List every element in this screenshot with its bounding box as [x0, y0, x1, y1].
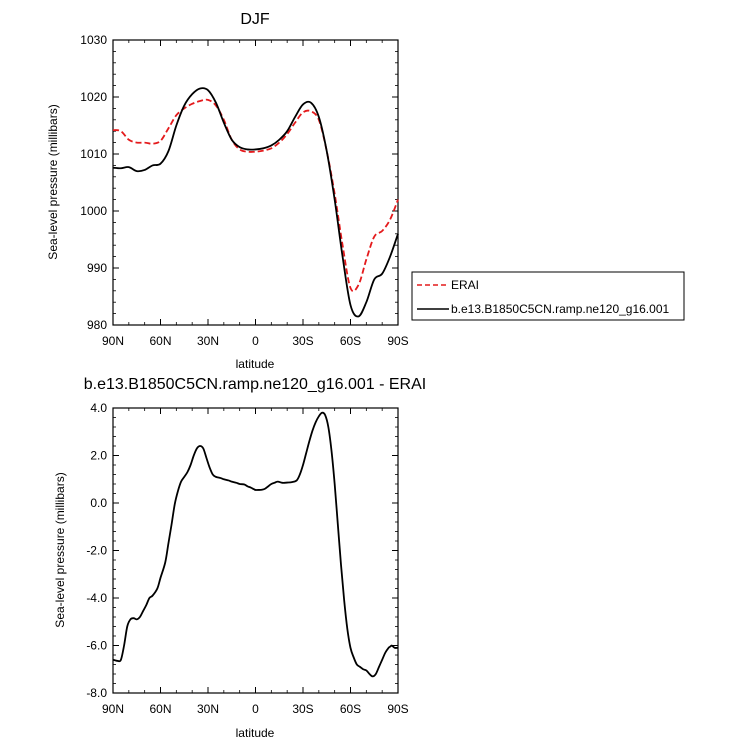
y-axis-ticks: 980 990 1000 1010 1020 1030 — [80, 33, 398, 332]
y-tick-label: 1000 — [80, 204, 107, 218]
x-tick-label: 60S — [340, 334, 361, 348]
x-axis-label: latitude — [236, 726, 275, 740]
x-tick-label: 90N — [102, 334, 124, 348]
y-axis-label: Sea-level pressure (millibars) — [53, 472, 67, 627]
x-tick-label: 60S — [340, 702, 361, 716]
panel-2: b.e13.B1850C5CN.ramp.ne120_g16.001 - ERA… — [53, 376, 426, 740]
y-tick-label: 1030 — [80, 33, 107, 47]
plot-frame — [112, 39, 399, 326]
x-tick-label: 90N — [102, 702, 124, 716]
y-tick-label: 0.0 — [90, 496, 107, 510]
chart-title: DJF — [240, 11, 270, 28]
y-tick-label: 1020 — [80, 90, 107, 104]
y-axis-ticks: -8.0 -6.0 -4.0 -2.0 0.0 2.0 4.0 — [86, 401, 398, 700]
x-tick-label: 60N — [149, 702, 171, 716]
x-axis-label: latitude — [236, 357, 275, 371]
y-axis-label: Sea-level pressure (millibars) — [46, 104, 60, 259]
panel-1: DJF 980 990 1000 1010 1020 1030 90N 60N 30N 0 30S… — [46, 11, 685, 371]
chart-title: b.e13.B1850C5CN.ramp.ne120_g16.001 - ERA… — [84, 376, 426, 393]
x-tick-label: 30S — [292, 702, 313, 716]
y-tick-label: 990 — [87, 261, 107, 275]
legend-label-model: b.e13.B1850C5CN.ramp.ne120_g16.001 — [451, 302, 669, 316]
x-tick-label: 0 — [252, 334, 259, 348]
x-tick-label: 90S — [387, 702, 408, 716]
legend: ERAI b.e13.B1850C5CN.ramp.ne120_g16.001 — [411, 271, 685, 321]
y-tick-label: 1010 — [80, 147, 107, 161]
x-axis-ticks: 90N 60N 30N 0 30S 60S 90S — [102, 40, 409, 348]
x-tick-label: 0 — [252, 702, 259, 716]
y-tick-label: 4.0 — [90, 401, 107, 415]
plot-frame — [112, 407, 399, 694]
x-axis-ticks: 90N 60N 30N 0 30S 60S 90S — [102, 408, 409, 716]
y-tick-label: 980 — [87, 318, 107, 332]
x-tick-label: 30N — [197, 702, 219, 716]
x-tick-label: 90S — [387, 334, 408, 348]
y-tick-label: -2.0 — [86, 544, 107, 558]
series-lines — [112, 87, 399, 318]
series-line-b-e13-b1850c5cn-ramp-ne120-g16-001 — [112, 87, 399, 318]
y-tick-label: -6.0 — [86, 639, 107, 653]
x-tick-label: 30S — [292, 334, 313, 348]
series-line-panel2-0 — [112, 411, 399, 678]
y-tick-label: -4.0 — [86, 591, 107, 605]
y-tick-label: -8.0 — [86, 686, 107, 700]
series-lines — [112, 411, 399, 678]
x-tick-label: 60N — [149, 334, 171, 348]
legend-label-erai: ERAI — [451, 278, 479, 292]
series-line-erai — [112, 98, 399, 293]
y-tick-label: 2.0 — [90, 449, 107, 463]
legend-box — [411, 271, 685, 321]
x-tick-label: 30N — [197, 334, 219, 348]
